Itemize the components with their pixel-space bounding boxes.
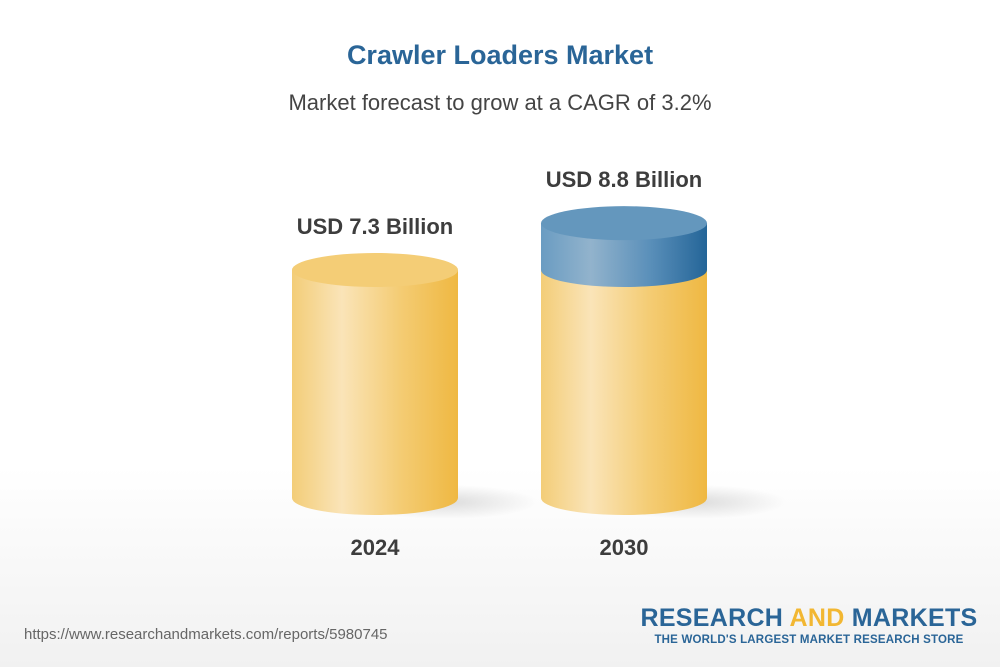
cylinder-top-2024 (292, 253, 458, 287)
bar-2030 (541, 270, 707, 515)
research-and-markets-logo: RESEARCH AND MARKETS THE WORLD'S LARGEST… (640, 604, 978, 646)
cylinder-top-2030 (541, 206, 707, 241)
bar-2024 (292, 270, 458, 515)
data-label-2024: USD 7.3 Billion (297, 214, 453, 239)
category-label-2030: 2030 (600, 535, 649, 560)
source-url[interactable]: https://www.researchandmarkets.com/repor… (24, 626, 388, 643)
cylinder-chart: USD 7.3 Billion 2024 USD 8.8 Billion 2030 (292, 167, 787, 560)
growth-segment-2030 (541, 223, 707, 287)
chart-title: Crawler Loaders Market (346, 40, 654, 70)
chart-subtitle: Market forecast to grow at a CAGR of 3.2… (288, 90, 712, 115)
category-label-2024: 2024 (351, 535, 401, 560)
data-label-2030: USD 8.8 Billion (546, 167, 702, 192)
